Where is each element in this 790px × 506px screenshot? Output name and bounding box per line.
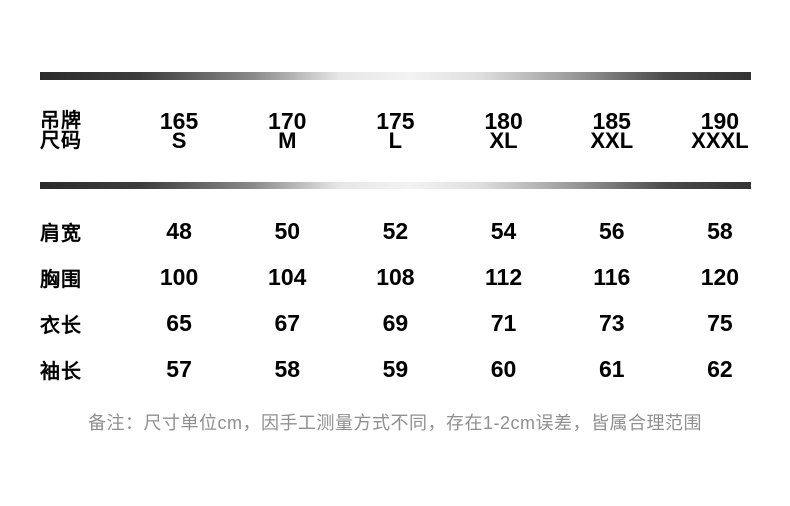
header-height: 170 [268,108,307,134]
table-row-shoulder-width: 肩宽 48 50 52 54 56 58 [40,208,774,254]
header-height: 165 [159,108,199,134]
header-size-code: S [171,128,187,153]
divider-bar-top [40,72,751,80]
header-height: 185 [592,108,631,134]
header-height: 180 [484,108,523,134]
cell-value: 52 [382,217,409,244]
cell-value: 57 [166,355,192,382]
header-label-line1: 吊牌 [40,110,82,132]
row-label: 袖长 [40,360,82,383]
header-col-xxl: 185 XXL [558,108,666,153]
header-size-code: M [278,128,297,153]
row-label: 衣长 [40,314,82,337]
size-table-header: 吊牌 尺码 165 S 170 M 175 L 180 XL 185 XXL 1… [40,108,774,153]
cell-value: 50 [274,217,301,244]
table-row-garment-length: 衣长 65 67 69 71 73 75 [40,300,774,346]
cell-value: 112 [485,263,523,290]
cell-value: 54 [490,217,517,244]
header-size-code: L [388,128,403,153]
size-chart-page: 吊牌 尺码 165 S 170 M 175 L 180 XL 185 XXL 1… [0,72,790,506]
cell-value: 59 [382,355,409,382]
cell-value: 67 [274,309,301,336]
cell-value: 120 [700,263,740,290]
cell-value: 48 [166,217,192,244]
header-col-m: 170 M [233,108,341,153]
header-col-l: 175 L [341,108,449,153]
header-size-code: XXL [590,128,634,153]
cell-value: 62 [707,355,733,382]
cell-value: 104 [268,263,307,290]
row-label: 胸围 [40,268,82,291]
measurement-note: 备注：尺寸单位cm，因手工测量方式不同，存在1-2cm误差，皆属合理范围 [87,413,702,433]
header-label-line2: 尺码 [40,130,82,152]
cell-value: 65 [166,309,192,336]
cell-value: 116 [593,263,631,290]
header-height: 175 [376,108,415,134]
cell-value: 100 [159,263,199,290]
cell-value: 58 [707,217,733,244]
cell-value: 56 [598,217,625,244]
cell-value: 75 [707,309,733,336]
header-size-code: XXXL [691,128,749,153]
cell-value: 71 [490,309,517,336]
header-col-xxxl: 190 XXXL [666,108,774,153]
size-table-body: 肩宽 48 50 52 54 56 58 胸围 100 104 108 112 … [0,208,790,392]
table-row-sleeve-length: 袖长 57 58 59 60 61 62 [40,346,774,392]
row-label: 肩宽 [40,222,82,245]
header-col-s: 165 S [125,108,233,153]
cell-value: 58 [274,355,301,382]
cell-value: 60 [490,355,517,382]
cell-value: 73 [598,309,625,336]
header-label-tag-size: 吊牌 尺码 [40,111,125,151]
header-size-code: XL [489,128,518,153]
divider-bar-middle [40,182,751,189]
cell-value: 61 [598,355,625,382]
cell-value: 108 [376,263,415,290]
header-col-xl: 180 XL [449,108,557,153]
table-row-chest: 胸围 100 104 108 112 116 120 [40,254,774,300]
cell-value: 69 [382,309,409,336]
header-height: 190 [700,108,740,134]
